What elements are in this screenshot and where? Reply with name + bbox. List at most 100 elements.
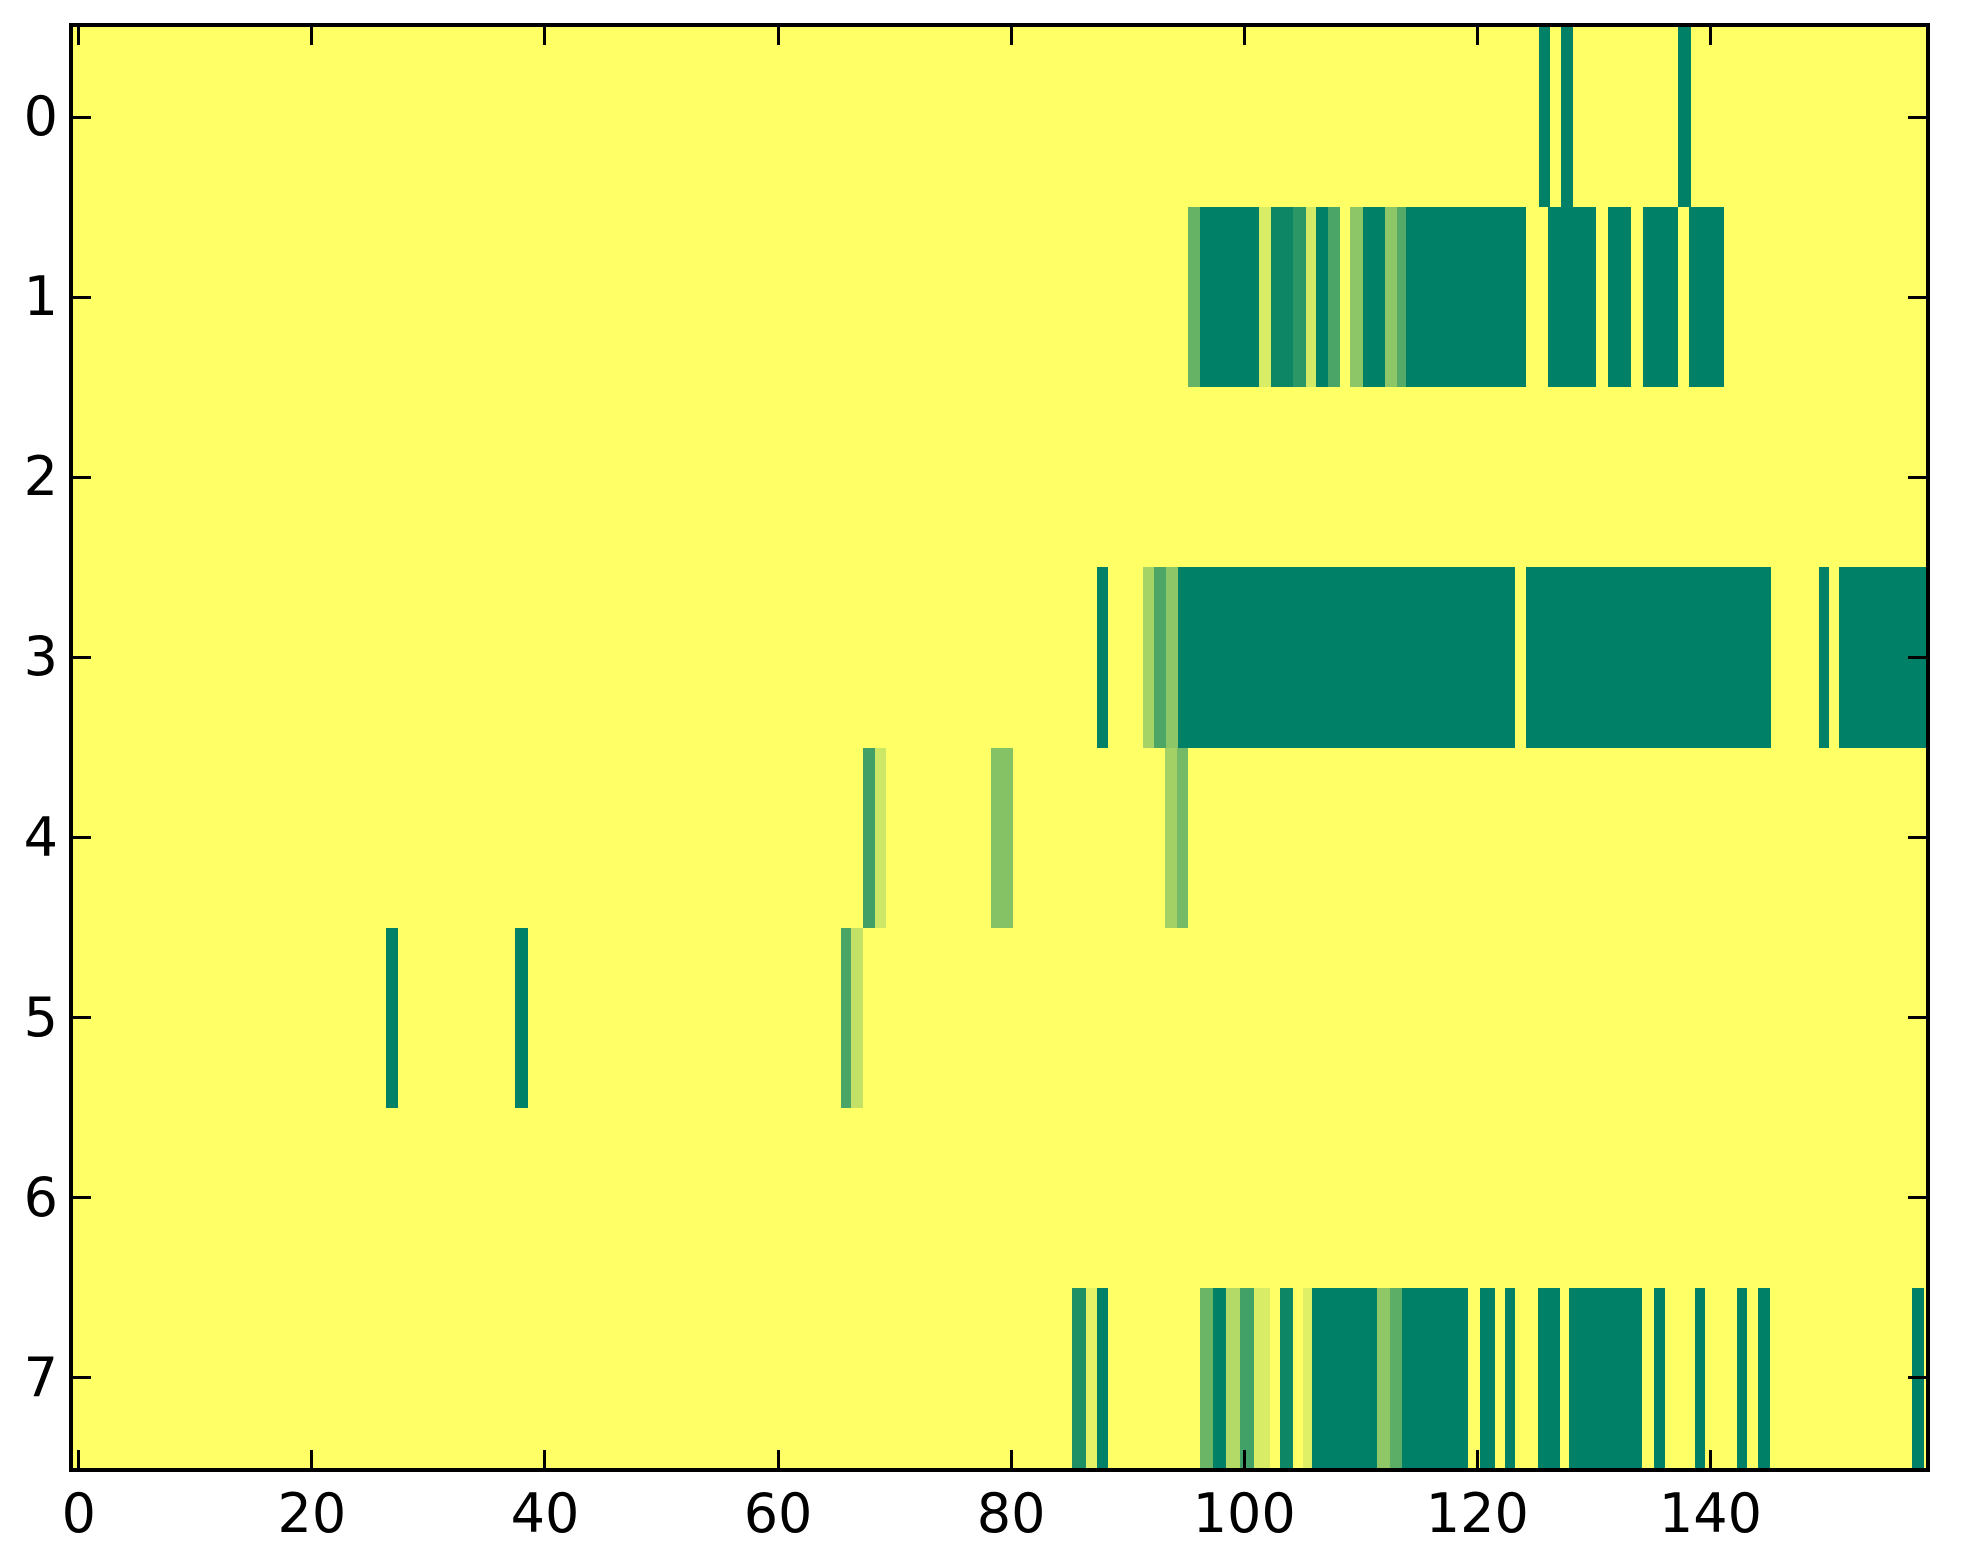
y-tick-mark [73,295,91,299]
heatmap-cell [1280,1287,1294,1468]
heatmap-cell [1176,747,1189,928]
x-tick-mark [310,27,314,45]
heatmap-cell [1097,1287,1108,1468]
heatmap-cell [1350,207,1364,388]
heatmap-cell [1166,567,1178,748]
y-tick-mark [1908,295,1926,299]
heatmap-cell [1389,1287,1402,1468]
x-tick-mark [1708,1450,1712,1468]
heatmap-cell [1085,1287,1098,1468]
heatmap-cell [1689,207,1725,388]
x-tick-mark [77,1450,81,1468]
heatmap-cell [1225,1287,1240,1468]
heatmap-cell [1071,1287,1086,1468]
y-tick-label: 0 [23,85,58,149]
heatmap-cell [1199,207,1260,388]
heatmap-cell [1695,1287,1705,1468]
x-tick-mark [543,1450,547,1468]
heatmap-cell [1199,1287,1213,1468]
x-tick-mark [776,27,780,45]
heatmap-cell [1406,207,1527,388]
x-tick-mark [1242,27,1246,45]
y-tick-mark [1908,115,1926,119]
heatmap-cell [1654,1287,1665,1468]
heatmap-cell [1271,207,1294,388]
x-tick-label: 140 [1658,1482,1762,1545]
x-tick-mark [1475,27,1479,45]
heatmap-cell [1677,27,1691,208]
y-tick-mark [1908,836,1926,840]
heatmap-cell [1758,1287,1770,1468]
heatmap-cell [991,747,1014,928]
heatmap-cell [1363,207,1386,388]
heatmap-cell [1569,1287,1642,1468]
x-tick-label: 0 [61,1482,96,1545]
heatmap-cell [1239,1287,1254,1468]
heatmap-cell [1177,567,1515,748]
y-tick-mark [1908,1196,1926,1200]
y-tick-mark [73,115,91,119]
heatmap-cell [1188,207,1200,388]
heatmap-cell [514,927,528,1108]
y-tick-label: 1 [23,265,58,329]
heatmap-cell [1607,207,1632,388]
y-tick-label: 3 [23,625,58,689]
y-tick-label: 4 [23,805,58,869]
heatmap-cell [1548,207,1597,388]
heatmap-cell [1737,1287,1747,1468]
x-tick-mark [77,27,81,45]
heatmap-cell [1302,1287,1312,1468]
y-tick-mark [1908,475,1926,479]
y-tick-mark [73,1376,91,1380]
heatmap-cell [1642,207,1678,388]
y-tick-label: 2 [23,445,58,509]
heatmap-cell [1505,1287,1515,1468]
y-tick-mark [1908,1376,1926,1380]
heatmap-cell [1537,1287,1561,1468]
y-tick-mark [1908,655,1926,659]
heatmap-cell [1259,207,1272,388]
x-tick-label: 80 [976,1482,1046,1545]
heatmap-cell [386,927,399,1108]
y-tick-mark [73,475,91,479]
heatmap-cell [1311,1287,1378,1468]
x-tick-mark [1009,27,1013,45]
heatmap-cell [1212,1287,1226,1468]
y-tick-label: 5 [23,985,58,1049]
x-tick-mark [310,1450,314,1468]
heatmap-cell [1401,1287,1468,1468]
heatmap-cell [1097,567,1108,748]
y-tick-mark [73,836,91,840]
heatmap-cell [1539,27,1550,208]
heatmap-cell [1526,567,1771,748]
heatmap-cell [1164,747,1177,928]
x-tick-label: 20 [277,1482,347,1545]
heatmap-cell [1154,567,1167,748]
y-tick-mark [1908,1016,1926,1020]
heatmap-cell [1253,1287,1270,1468]
heatmap-cell [841,927,852,1108]
heatmap-cell [1818,567,1830,748]
heatmap-cell [874,747,887,928]
heatmap-cell [851,927,864,1108]
x-tick-label: 100 [1192,1482,1296,1545]
x-tick-mark [1708,27,1712,45]
heatmap-cell [1293,207,1306,388]
heatmap-cell [1396,207,1407,388]
heatmap-cell [1479,1287,1495,1468]
heatmap-cell [1306,207,1317,388]
x-tick-mark [543,27,547,45]
heatmap-cell [1328,207,1340,388]
x-tick-label: 120 [1425,1482,1529,1545]
x-tick-label: 40 [510,1482,580,1545]
y-tick-label: 7 [23,1345,58,1409]
y-tick-mark [73,1196,91,1200]
x-tick-label: 60 [743,1482,813,1545]
x-tick-mark [1242,1450,1246,1468]
heatmap-cell [1385,207,1397,388]
heatmap-cell [1316,207,1329,388]
plot-area [73,27,1926,1468]
heatmap-cell [1377,1287,1390,1468]
y-tick-mark [73,655,91,659]
